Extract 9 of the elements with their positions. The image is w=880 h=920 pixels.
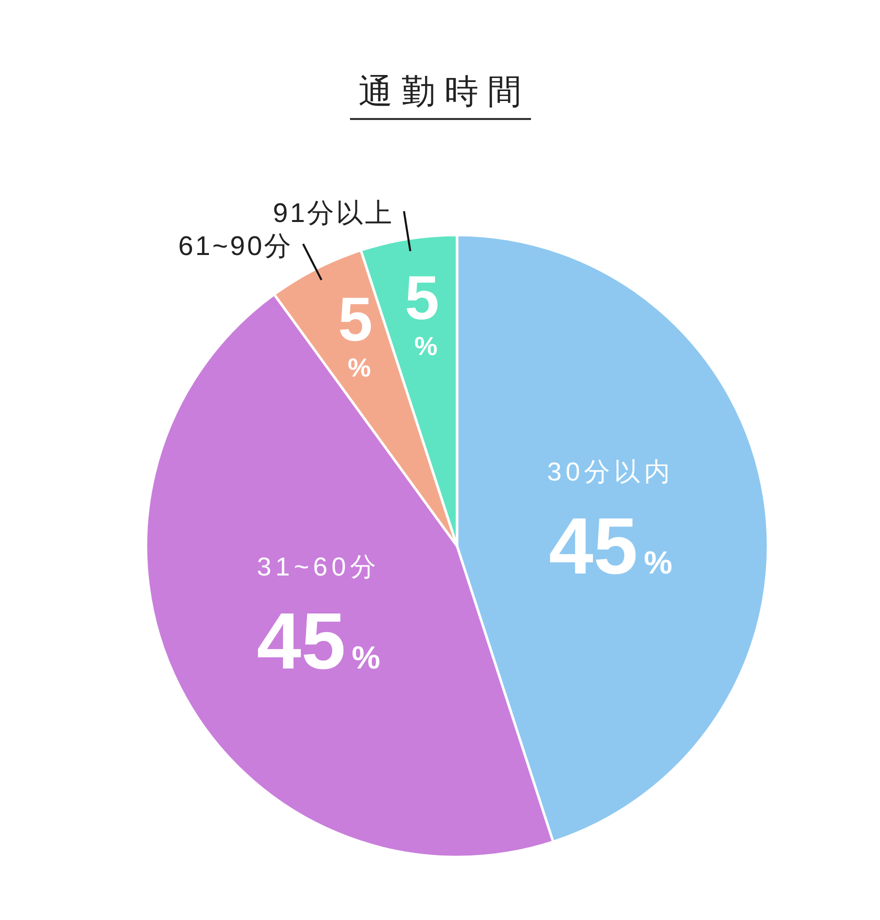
data-label: 45% [256,596,380,686]
data-label: 5% [338,285,373,382]
slice-label: 31~60分 [256,552,380,582]
slice-label: 30分以内 [547,456,674,487]
slice-label: 91分以上 [272,198,394,228]
chart-title: 通勤時間 [350,72,530,120]
data-label: 45% [548,502,672,591]
slice-label: 61~90分 [178,230,294,261]
data-label: 5% [404,264,440,361]
